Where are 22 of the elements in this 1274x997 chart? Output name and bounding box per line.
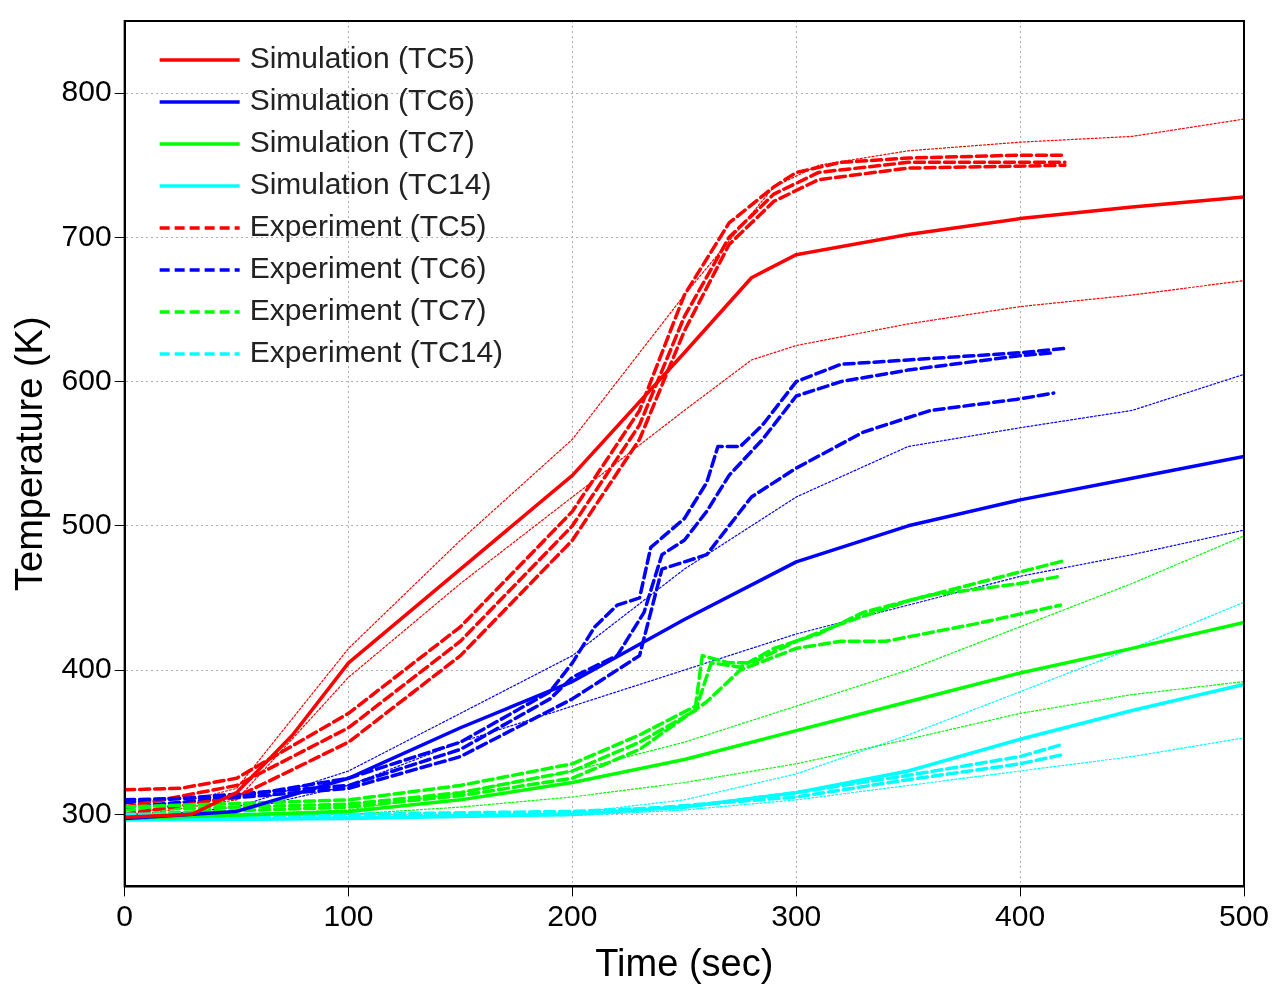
legend-label: Simulation (TC5): [249, 41, 475, 75]
legend-label: Experiment (TC5): [249, 209, 487, 243]
y-tick-label: 300: [61, 795, 112, 829]
legend-label: Experiment (TC6): [249, 251, 487, 285]
y-tick-label: 500: [61, 507, 112, 541]
x-tick-label: 100: [323, 898, 374, 932]
legend-label: Simulation (TC6): [249, 83, 475, 117]
y-tick-label: 600: [61, 362, 112, 396]
x-tick-label: 0: [116, 898, 133, 932]
y-tick-label: 700: [61, 218, 112, 252]
y-tick-label: 800: [61, 74, 112, 108]
x-tick-label: 500: [1218, 898, 1270, 932]
legend-label: Experiment (TC7): [249, 293, 487, 327]
y-tick-label: 400: [61, 651, 112, 685]
x-tick-label: 200: [547, 898, 598, 932]
legend-label: Experiment (TC14): [249, 335, 504, 369]
x-tick-label: 300: [771, 898, 822, 932]
legend-label: Simulation (TC7): [249, 125, 475, 159]
legend-label: Simulation (TC14): [249, 167, 492, 201]
x-tick-label: 400: [995, 898, 1046, 932]
x-axis-title: Time (sec): [595, 941, 774, 984]
y-axis-title: Temperature (K): [8, 316, 51, 591]
